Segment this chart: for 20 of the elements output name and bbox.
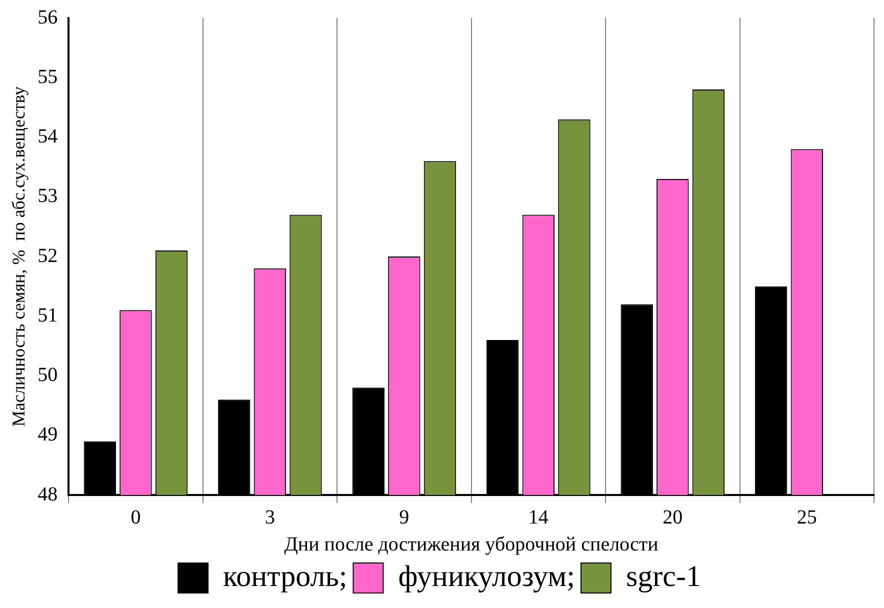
x-axis-title: Дни после достижения уборочной спелости	[284, 533, 659, 556]
x-tick-label: 25	[796, 506, 817, 528]
y-tick-label: 53	[38, 185, 58, 208]
y-tick-label: 56	[38, 6, 58, 28]
x-tick-label: 0	[130, 506, 141, 528]
x-tick-label: 9	[399, 506, 410, 528]
y-tick-label: 48	[38, 483, 58, 506]
x-tick-label: 3	[264, 506, 275, 528]
y-tick-label: 50	[38, 364, 58, 386]
x-tick-label: 14	[528, 506, 548, 528]
legend-label: sgrc-1	[626, 560, 701, 593]
legend-label: фуникулозум;	[398, 560, 575, 593]
y-tick-label: 55	[38, 66, 58, 88]
y-tick-label: 54	[38, 126, 58, 148]
y-axis-title: Масличность семян, % по абс.сух.веществу	[8, 86, 29, 427]
legend-label: контроль;	[223, 560, 348, 593]
y-tick-label: 52	[38, 244, 58, 267]
y-tick-label: 51	[38, 304, 58, 326]
y-tick-label: 49	[38, 424, 58, 446]
x-tick-label: 20	[662, 506, 683, 528]
